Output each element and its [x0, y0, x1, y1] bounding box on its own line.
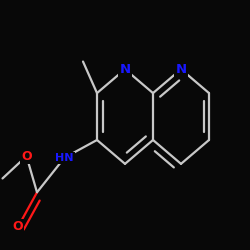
Text: O: O	[13, 220, 23, 234]
Text: O: O	[21, 150, 32, 163]
Text: N: N	[120, 63, 130, 76]
Text: HN: HN	[55, 153, 74, 163]
Text: N: N	[176, 63, 186, 76]
